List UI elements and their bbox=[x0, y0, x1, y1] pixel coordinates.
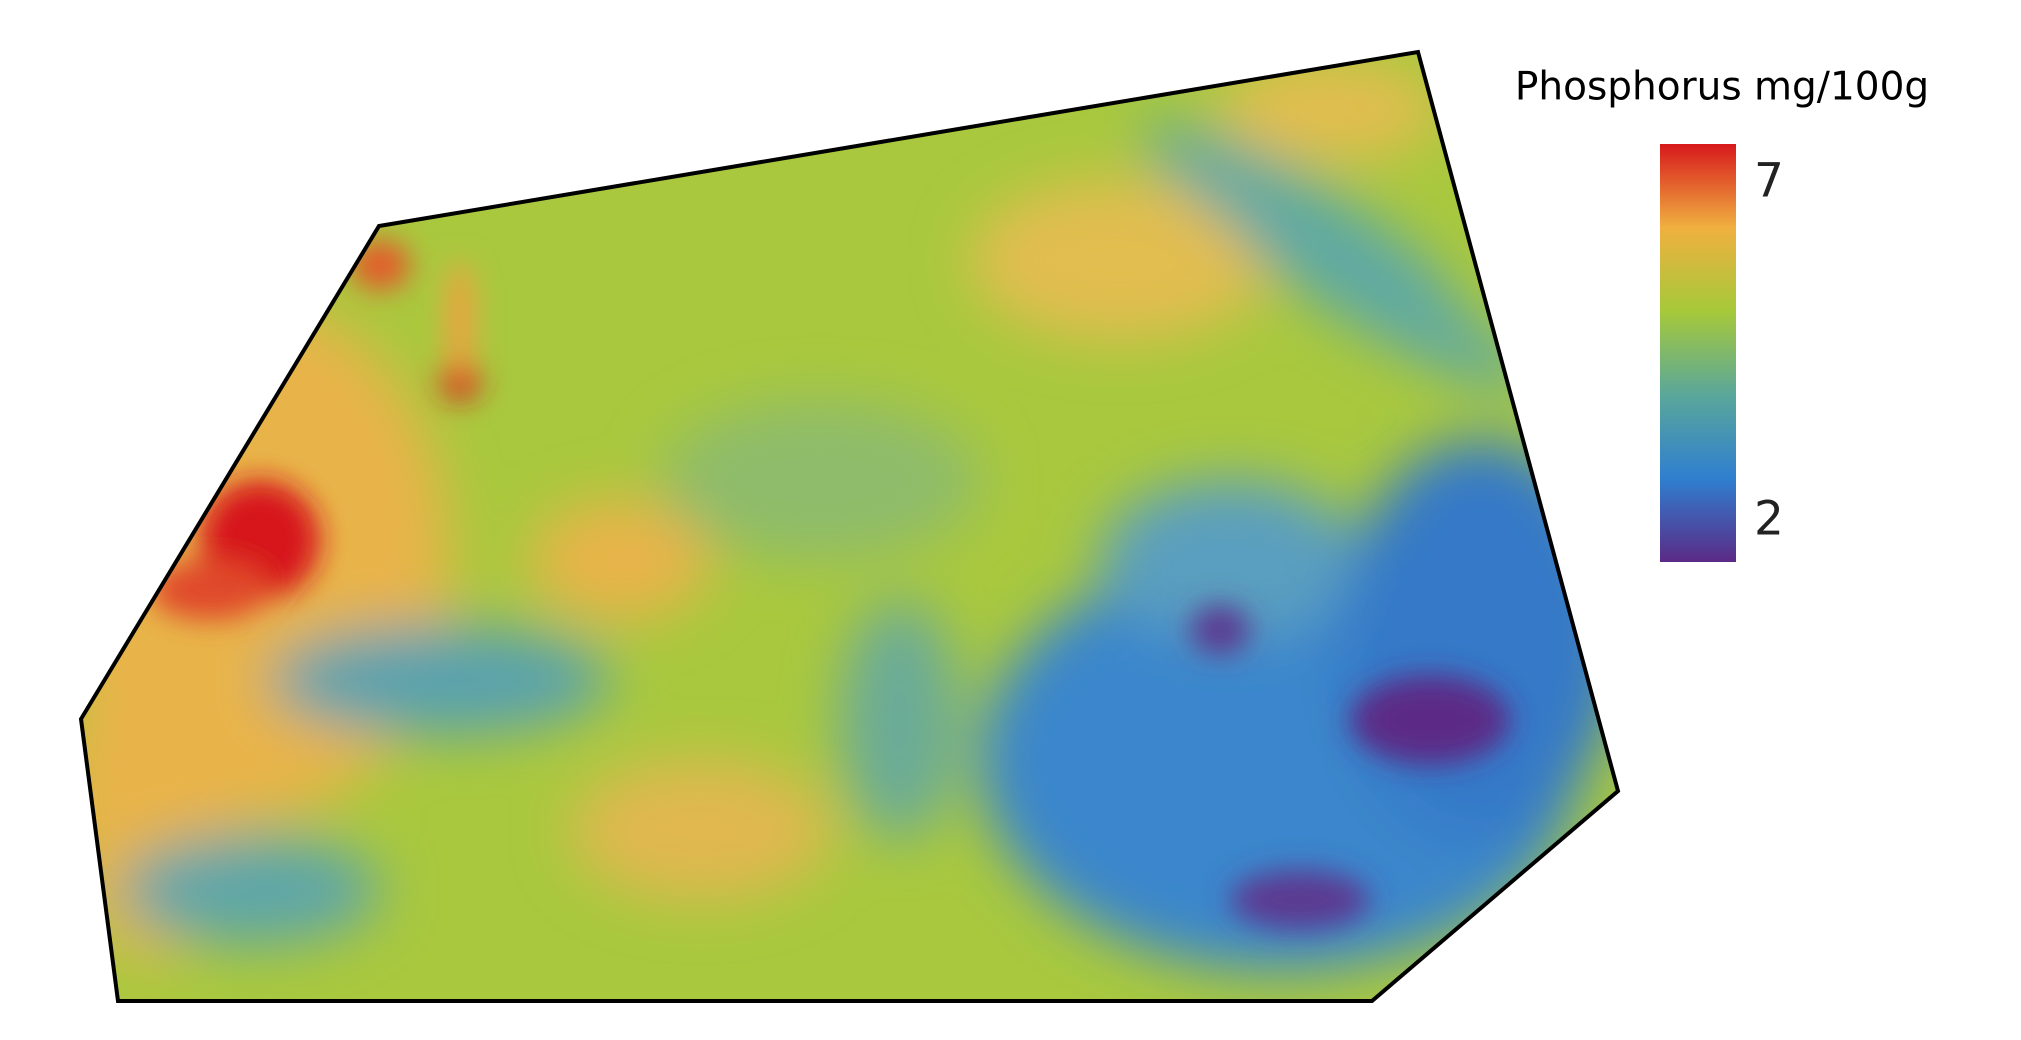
phosphorus-field bbox=[81, 52, 1618, 1001]
legend-title: Phosphorus mg/100g bbox=[1515, 65, 1929, 110]
color-bar bbox=[1660, 144, 1736, 562]
legend-tick-label: 2 bbox=[1754, 492, 1784, 547]
field-boundary bbox=[78, 49, 1621, 1003]
legend-tick-label: 7 bbox=[1754, 154, 1784, 209]
